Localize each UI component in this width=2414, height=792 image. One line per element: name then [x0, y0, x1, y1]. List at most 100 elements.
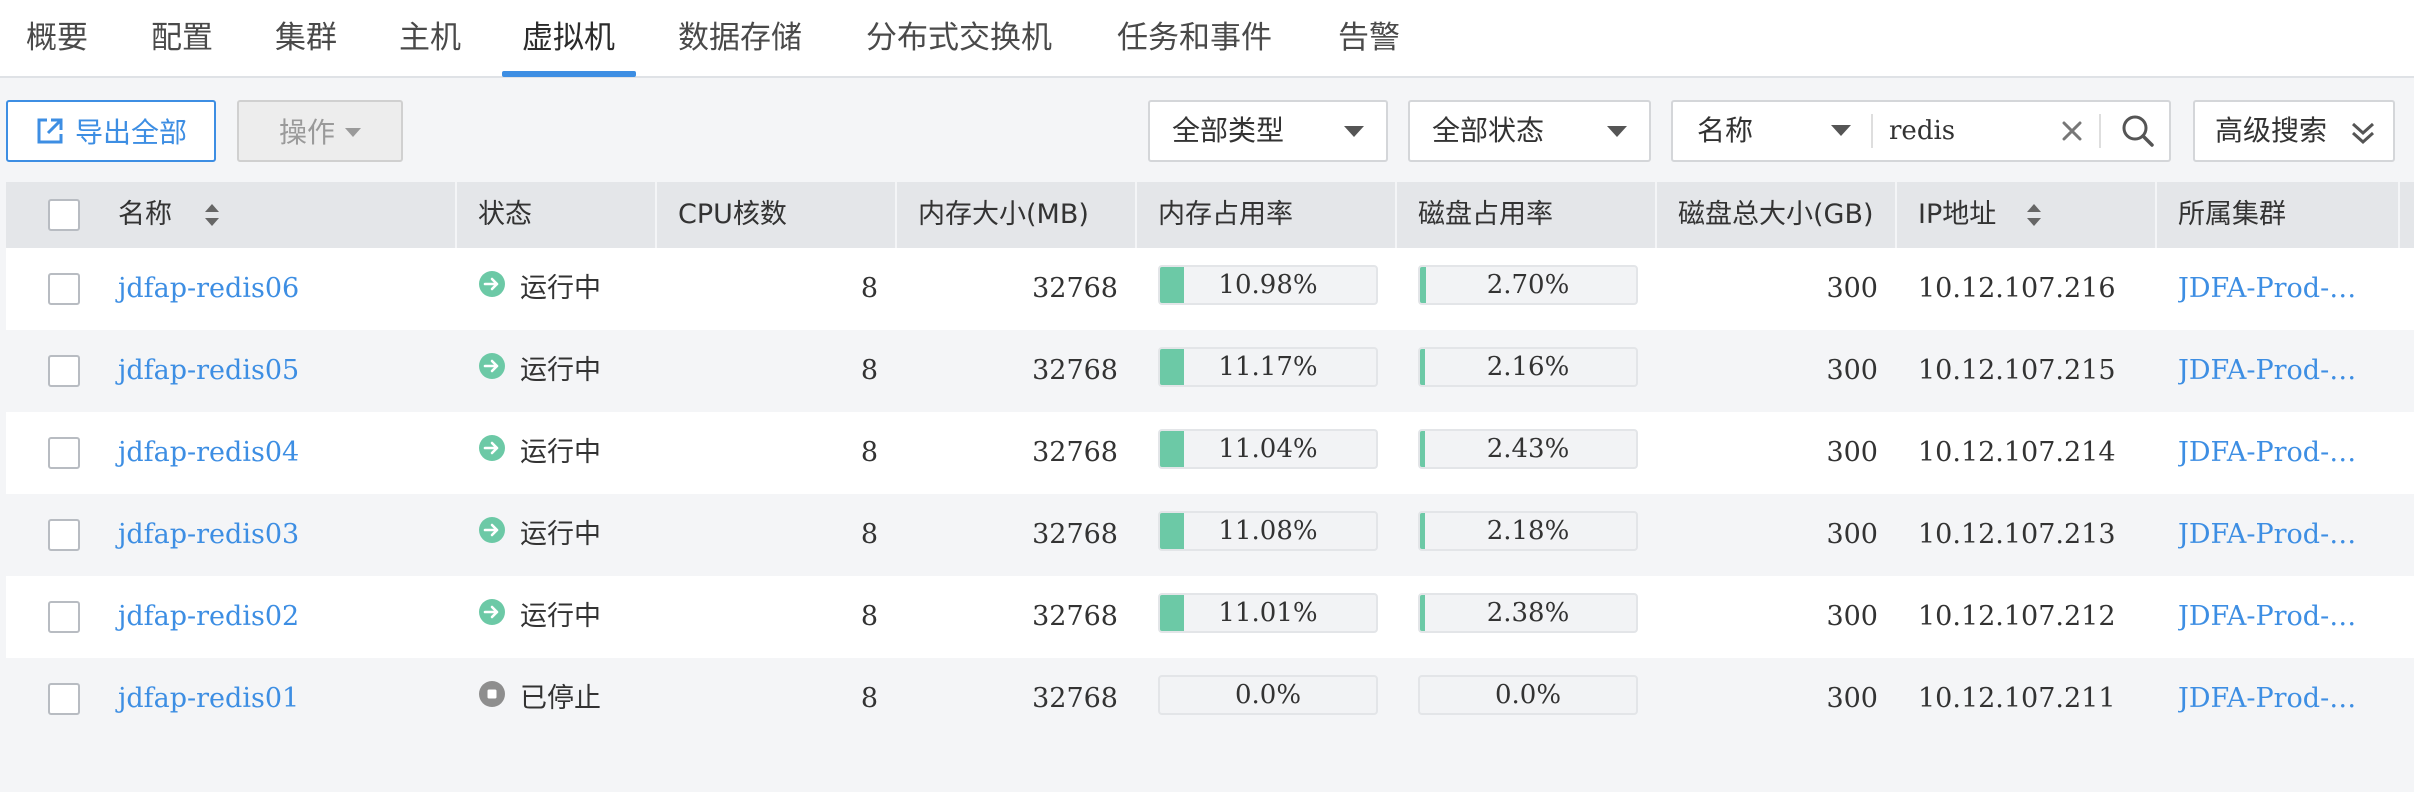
caret-down-icon [345, 127, 361, 137]
column-header-name[interactable]: 名称 [118, 199, 172, 230]
column-divider [1895, 182, 1897, 248]
column-divider [655, 182, 657, 248]
select-all-checkbox[interactable] [48, 199, 80, 231]
vm-name-link[interactable]: jdfap-redis02 [118, 601, 300, 632]
table-header: 名称 状态 CPU核数 内存大小(MB) 内存占用率 磁盘占用率 磁盘总大小(G… [6, 182, 2414, 248]
table-row: jdfap-redis03 运行中 8 32768 11.08% 2.18% 3… [6, 494, 2414, 576]
divider [1871, 114, 1873, 148]
tab-vms[interactable]: 虚拟机 [522, 20, 615, 56]
running-status-icon [479, 271, 505, 297]
sort-icon[interactable] [2024, 200, 2044, 230]
memory-usage-fill [1160, 267, 1184, 303]
vm-cluster-link[interactable]: JDFA-Prod-Cl… [2178, 273, 2370, 304]
tab-alarms[interactable]: 告警 [1338, 20, 1400, 56]
row-checkbox[interactable] [48, 683, 80, 715]
type-filter-value: 全部类型 [1172, 114, 1285, 147]
vm-disk-total: 300 [1826, 273, 1878, 304]
advanced-search-button[interactable]: 高级搜索 [2193, 100, 2395, 162]
memory-usage-bar: 11.04% [1158, 429, 1378, 469]
row-checkbox[interactable] [48, 601, 80, 633]
clear-icon[interactable] [2057, 116, 2087, 146]
column-header-disk-total: 磁盘总大小(GB) [1678, 199, 1874, 230]
dropdown-arrow-icon [1831, 125, 1851, 136]
column-divider [895, 182, 897, 248]
export-all-label: 导出全部 [74, 116, 187, 149]
row-checkbox[interactable] [48, 519, 80, 551]
vm-cluster-link[interactable]: JDFA-Prod-Cl… [2178, 683, 2370, 714]
column-divider [2398, 182, 2400, 248]
vm-ip: 10.12.107.214 [1918, 437, 2116, 468]
tab-hosts[interactable]: 主机 [399, 20, 461, 56]
vm-status: 运行中 [520, 437, 601, 468]
disk-usage-text: 2.38% [1486, 598, 1570, 628]
disk-usage-text: 2.16% [1486, 352, 1570, 382]
disk-usage-text: 0.0% [1494, 680, 1562, 710]
column-header-cpu: CPU核数 [678, 199, 787, 230]
tab-overview[interactable]: 概要 [26, 20, 88, 56]
vm-ip: 10.12.107.211 [1918, 683, 2116, 714]
disk-usage-bar: 2.38% [1418, 593, 1638, 633]
vm-cpu: 8 [860, 437, 878, 468]
row-checkbox[interactable] [48, 273, 80, 305]
vm-name-link[interactable]: jdfap-redis01 [118, 683, 300, 714]
status-filter-value: 全部状态 [1432, 114, 1545, 147]
table-row: jdfap-redis06 运行中 8 32768 10.98% 2.70% 3… [6, 248, 2414, 330]
search-input[interactable] [1889, 108, 2049, 154]
column-divider [1655, 182, 1657, 248]
column-header-disk-usage: 磁盘占用率 [1418, 199, 1553, 230]
row-checkbox[interactable] [48, 355, 80, 387]
memory-usage-text: 11.04% [1218, 434, 1318, 464]
memory-usage-text: 0.0% [1234, 680, 1302, 710]
disk-usage-bar: 2.43% [1418, 429, 1638, 469]
vm-cpu: 8 [860, 519, 878, 550]
vm-name-link[interactable]: jdfap-redis06 [118, 273, 300, 304]
operations-button[interactable]: 操作 [237, 100, 403, 162]
export-all-button[interactable]: 导出全部 [6, 100, 216, 162]
vm-disk-total: 300 [1826, 683, 1878, 714]
disk-usage-bar: 2.70% [1418, 265, 1638, 305]
vm-name-link[interactable]: jdfap-redis05 [118, 355, 300, 386]
sort-icon[interactable] [202, 200, 222, 230]
advanced-search-label: 高级搜索 [2215, 114, 2328, 147]
vm-memory: 32768 [1032, 355, 1118, 386]
vm-status: 运行中 [520, 601, 601, 632]
tab-clusters[interactable]: 集群 [275, 20, 337, 56]
memory-usage-text: 11.17% [1218, 352, 1318, 382]
table-body: jdfap-redis06 运行中 8 32768 10.98% 2.70% 3… [6, 248, 2414, 740]
memory-usage-text: 11.08% [1218, 516, 1318, 546]
disk-usage-fill [1420, 513, 1425, 549]
tab-distributed-switch[interactable]: 分布式交换机 [866, 20, 1052, 56]
running-status-icon [479, 435, 505, 461]
type-filter-dropdown[interactable]: 全部类型 [1148, 100, 1388, 162]
status-filter-dropdown[interactable]: 全部状态 [1408, 100, 1651, 162]
tab-config[interactable]: 配置 [151, 20, 213, 56]
vm-disk-total: 300 [1826, 355, 1878, 386]
search-field-select[interactable]: 名称 [1673, 102, 1871, 160]
memory-usage-bar: 0.0% [1158, 675, 1378, 715]
search-icon[interactable] [2119, 112, 2157, 150]
column-header-cluster: 所属集群 [2178, 199, 2286, 230]
vm-status: 运行中 [520, 519, 601, 550]
vm-cluster-link[interactable]: JDFA-Prod-Cl… [2178, 519, 2370, 550]
column-header-ip[interactable]: IP地址 [1918, 199, 1997, 230]
vm-name-link[interactable]: jdfap-redis03 [118, 519, 300, 550]
row-checkbox[interactable] [48, 437, 80, 469]
memory-usage-fill [1160, 349, 1185, 385]
vm-name-link[interactable]: jdfap-redis04 [118, 437, 300, 468]
table-row: jdfap-redis05 运行中 8 32768 11.17% 2.16% 3… [6, 330, 2414, 412]
vm-status: 运行中 [520, 273, 601, 304]
vm-cluster-link[interactable]: JDFA-Prod-Cl… [2178, 355, 2370, 386]
tab-datastores[interactable]: 数据存储 [678, 20, 802, 56]
vm-ip: 10.12.107.213 [1918, 519, 2116, 550]
vm-cluster-link[interactable]: JDFA-Prod-Cl… [2178, 601, 2370, 632]
vm-status: 运行中 [520, 355, 601, 386]
running-status-icon [479, 517, 505, 543]
tab-tasks-events[interactable]: 任务和事件 [1117, 20, 1272, 56]
vm-cpu: 8 [860, 683, 878, 714]
memory-usage-fill [1160, 431, 1184, 467]
divider [2099, 114, 2101, 148]
vm-memory: 32768 [1032, 601, 1118, 632]
memory-usage-bar: 10.98% [1158, 265, 1378, 305]
vm-cluster-link[interactable]: JDFA-Prod-Cl… [2178, 437, 2370, 468]
vm-disk-total: 300 [1826, 601, 1878, 632]
